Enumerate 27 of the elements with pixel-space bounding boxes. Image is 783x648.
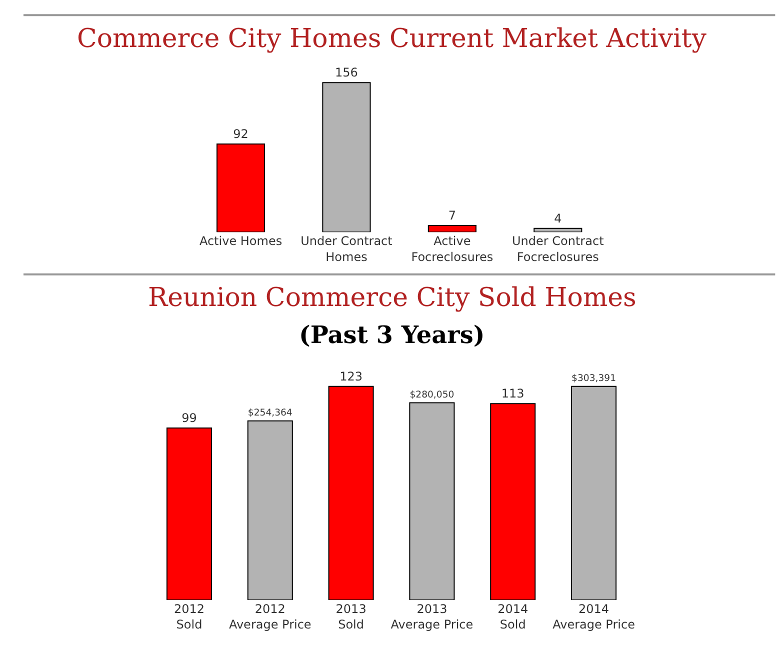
data-label: 7 — [448, 208, 456, 222]
x-tick-label: 2013 Average Price — [390, 602, 474, 632]
x-tick-label: Active Focreclosures — [411, 234, 494, 264]
x-tick-label: Under Contract Homes — [300, 234, 393, 264]
chart-subtitle: (Past 3 Years) — [299, 320, 485, 349]
data-label: 99 — [182, 411, 197, 426]
data-label: 4 — [554, 211, 562, 226]
data-label: 92 — [233, 126, 248, 141]
chart-title: Commerce City Homes Current Market Activity — [77, 24, 707, 54]
x-tick-label: Active Homes — [199, 234, 282, 248]
data-label: 123 — [340, 369, 362, 384]
x-tick-label: 2012 Average Price — [228, 602, 312, 632]
bar — [534, 228, 582, 232]
data-label: $303,391 — [572, 372, 616, 384]
x-tick-label: 2014 Sold — [498, 602, 528, 632]
data-label: $280,050 — [410, 389, 454, 400]
x-tick-label: 2014 Average Price — [552, 602, 635, 632]
data-label: $254,364 — [248, 408, 292, 419]
data-label: 113 — [501, 386, 524, 401]
x-tick-label: 2013 Sold — [336, 602, 366, 632]
bar — [322, 82, 371, 232]
data-label: 156 — [335, 66, 358, 80]
bar — [216, 143, 266, 232]
chart-title: Reunion Commerce City Sold Homes — [148, 283, 636, 313]
x-tick-label: 2012 Sold — [174, 602, 205, 632]
x-tick-label: Under Contract Focreclosures — [512, 234, 604, 264]
bar — [428, 224, 476, 232]
